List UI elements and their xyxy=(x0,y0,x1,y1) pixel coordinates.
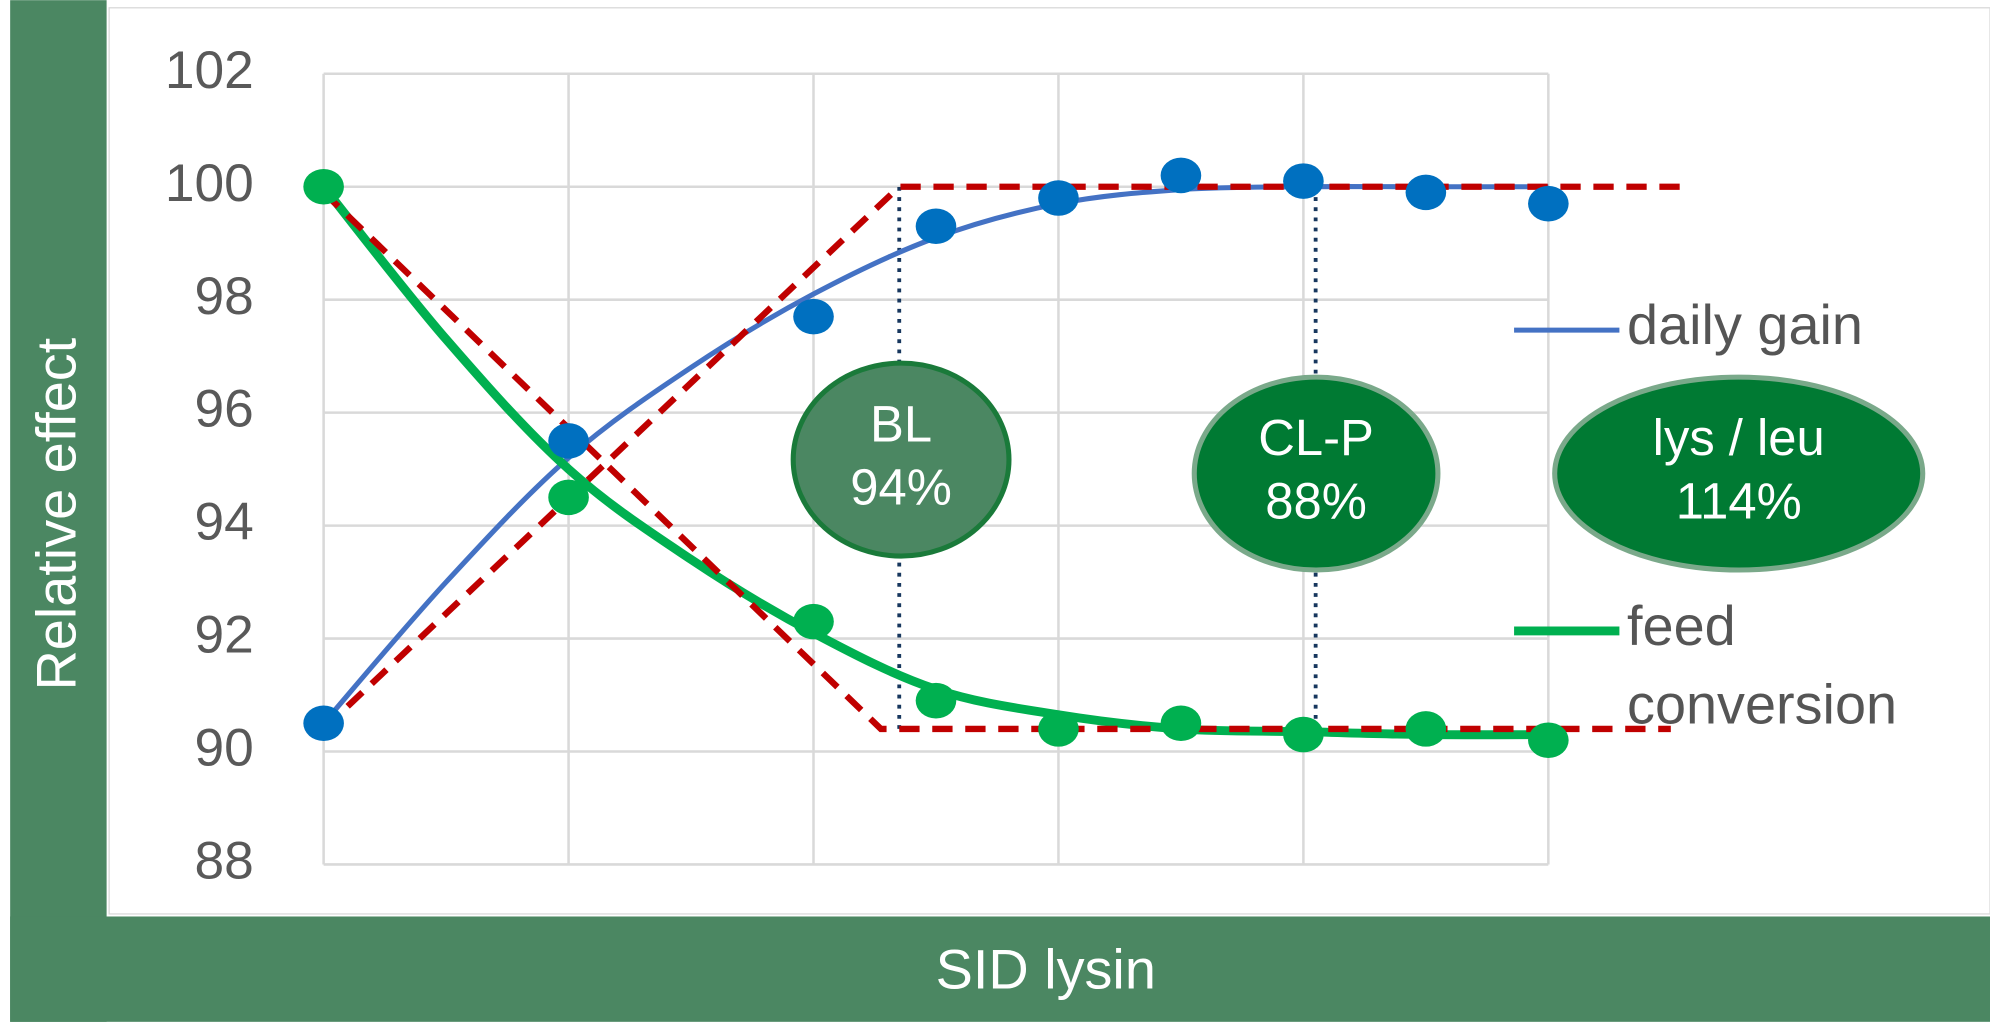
fit-line xyxy=(320,183,1549,740)
data-point xyxy=(1528,185,1569,222)
legend-entry: daily gain xyxy=(1627,294,1863,357)
annotation-bubble xyxy=(1191,374,1441,573)
y-tick-label: 100 xyxy=(165,154,254,213)
data-point xyxy=(1160,157,1202,194)
y-tick-label: 88 xyxy=(195,832,254,891)
data-point xyxy=(1405,711,1447,747)
annotation-text: lys / leu xyxy=(1653,409,1825,466)
y-tick-label: 102 xyxy=(165,41,254,100)
annotation-text: 114% xyxy=(1676,473,1802,530)
data-point xyxy=(1160,705,1202,742)
y-tick-label: 94 xyxy=(195,493,254,552)
annotation-bubble xyxy=(1552,374,1926,573)
annotation-text: 88% xyxy=(1265,473,1367,530)
data-point xyxy=(303,168,344,205)
data-point xyxy=(1283,163,1324,199)
data-point xyxy=(1528,722,1569,758)
y-tick-label: 96 xyxy=(195,380,254,439)
data-point xyxy=(548,479,589,516)
data-point xyxy=(303,705,344,742)
data-point xyxy=(1283,716,1324,753)
annotation-bubble xyxy=(790,360,1012,559)
data-point xyxy=(548,423,589,459)
x-axis-label: SID lysin xyxy=(936,937,1156,1000)
data-point xyxy=(1038,180,1079,216)
data-point xyxy=(793,603,834,640)
y-tick-label: 98 xyxy=(195,267,254,326)
y-tick-label: 90 xyxy=(195,719,254,778)
annotation-text: BL xyxy=(870,395,932,452)
x-band xyxy=(10,916,1990,1022)
y-band xyxy=(10,0,107,1022)
data-point xyxy=(915,208,957,245)
y-axis-label: Relative effect xyxy=(25,337,88,690)
data-point xyxy=(793,298,834,335)
legend-label: feed conversion xyxy=(1627,595,1898,737)
data-point xyxy=(1038,711,1079,747)
data-point xyxy=(915,682,957,719)
annotation-text: 94% xyxy=(850,459,952,516)
legend-entry: feed conversion xyxy=(1627,595,1898,737)
annotation-text: CL-P xyxy=(1258,409,1374,466)
legend-label: daily gain xyxy=(1627,294,1863,357)
data-point xyxy=(1405,174,1447,211)
y-tick-label: 92 xyxy=(195,606,254,665)
